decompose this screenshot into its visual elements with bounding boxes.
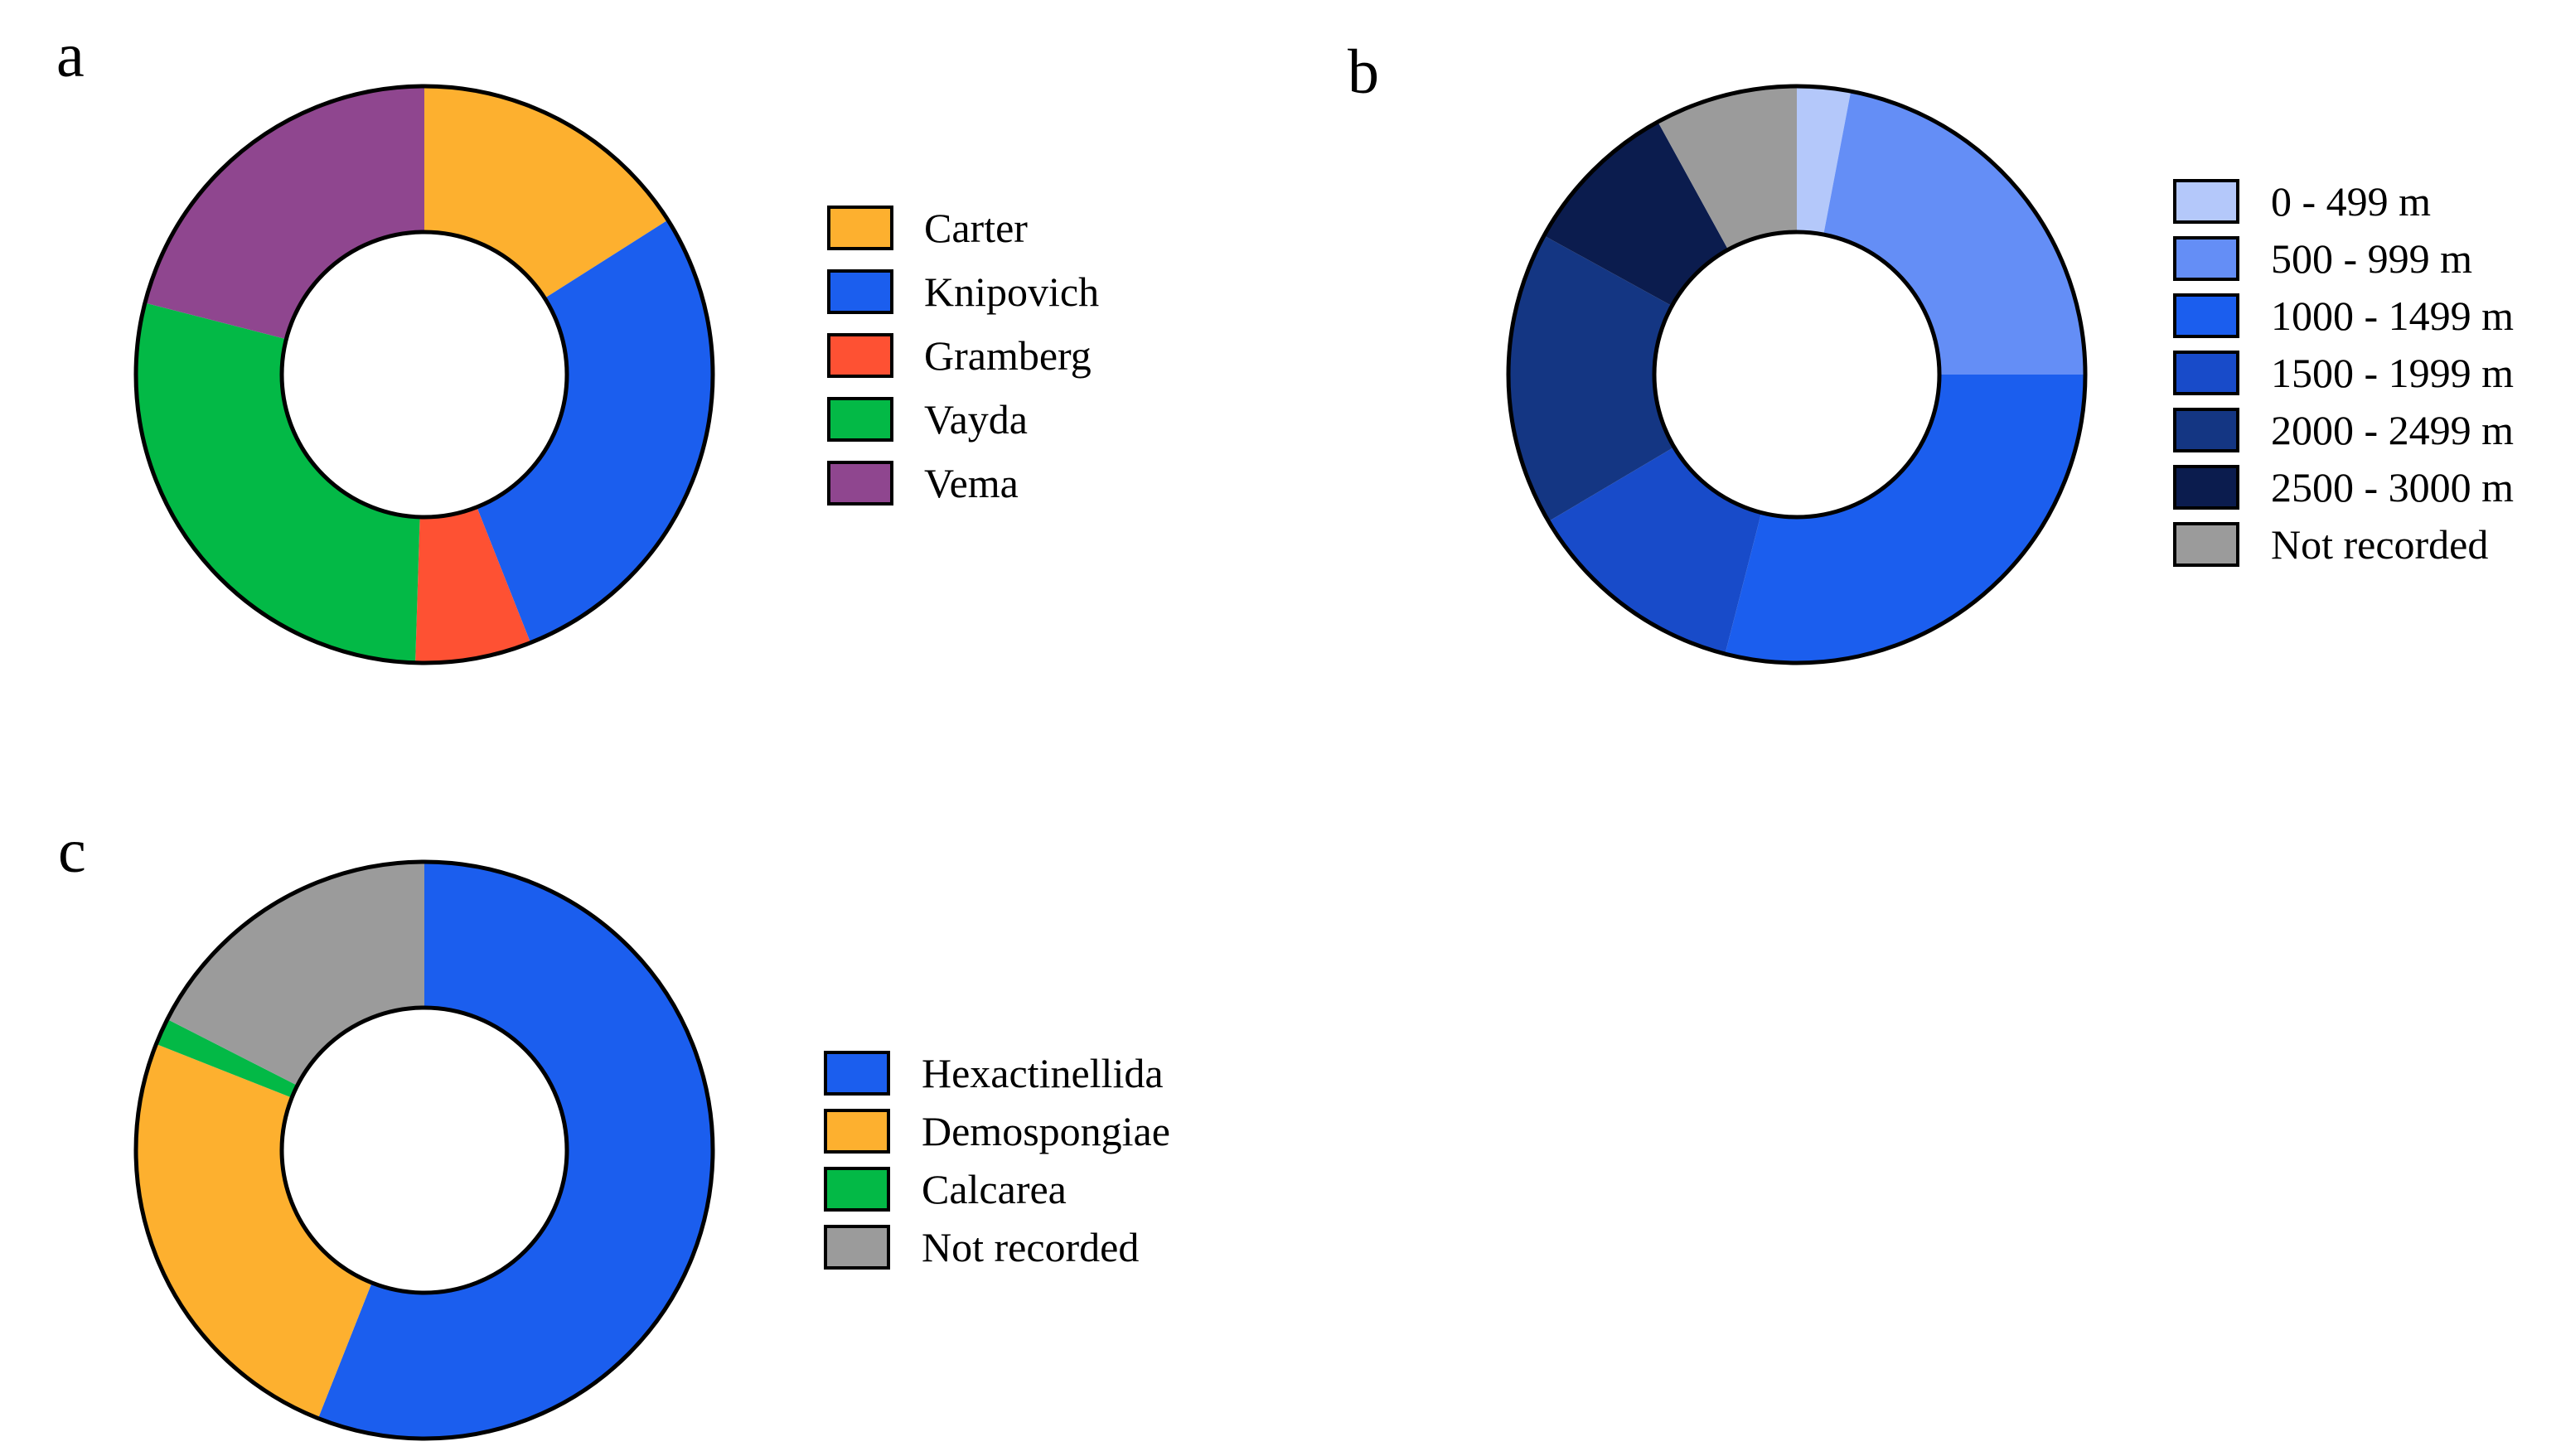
slice-gramberg xyxy=(415,506,531,663)
legend-swatch-knipovich xyxy=(827,269,893,314)
legend-swatch-500-999-m xyxy=(2173,236,2239,281)
legend-label-500-999-m: 500 - 999 m xyxy=(2271,235,2472,282)
donut-hole xyxy=(1652,230,1942,520)
legend-label-2500-3000-m: 2500 - 3000 m xyxy=(2271,464,2514,510)
legend-swatch-2000-2499-m xyxy=(2173,408,2239,452)
legend-swatch-1500-1999-m xyxy=(2173,351,2239,395)
slice-2000-2499-m xyxy=(1508,235,1674,522)
slice-0-499-m xyxy=(1797,86,1852,235)
panel-b: b 0 - 499 m 500 - 999 m 1000 - 1499 m 1500 … xyxy=(1348,37,2514,665)
legend-swatch-carter xyxy=(827,206,893,250)
legend-swatch-hexactinellida xyxy=(824,1051,890,1096)
legend-swatch-calcarea xyxy=(824,1167,890,1212)
legend-swatch-2500-3000-m xyxy=(2173,465,2239,510)
legend-swatch-1000-1499-m xyxy=(2173,293,2239,338)
slice-1000-1499-m xyxy=(1725,375,2085,664)
slice-1500-1999-m xyxy=(1548,447,1762,655)
legend-label-calcarea: Calcarea xyxy=(922,1166,1067,1212)
legend-swatch-not-recorded xyxy=(824,1225,890,1270)
legend-label-hexactinellida: Hexactinellida xyxy=(922,1050,1164,1096)
legend-label-vayda: Vayda xyxy=(924,396,1028,443)
legend-label-2000-2499-m: 2000 - 2499 m xyxy=(2271,407,2514,453)
legend-a: Carter Knipovich Gramberg Vayda Vema xyxy=(827,205,1099,506)
donut-a xyxy=(133,84,715,665)
legend-label-carter: Carter xyxy=(924,205,1028,251)
donut-c xyxy=(133,859,715,1441)
legend-label-not-recorded: Not recorded xyxy=(922,1224,1139,1270)
slice-2500-3000-m xyxy=(1544,122,1729,307)
slice-not-recorded xyxy=(1658,86,1797,250)
slice-vayda xyxy=(136,302,420,663)
legend-swatch-vayda xyxy=(827,397,893,442)
panel-letter-a: a xyxy=(56,21,85,90)
legend-swatch-not-recorded xyxy=(2173,522,2239,567)
panel-letter-c: c xyxy=(58,816,86,886)
donut-hole xyxy=(279,1005,569,1295)
legend-label-demospongiae: Demospongiae xyxy=(922,1108,1170,1154)
slice-500-999-m xyxy=(1823,91,2085,375)
legend-label-gramberg: Gramberg xyxy=(924,332,1092,379)
panel-c: c Hexactinellida Demospongiae Calcarea Not … xyxy=(58,816,1170,1441)
donut-hole xyxy=(279,230,569,520)
legend-label-knipovich: Knipovich xyxy=(924,268,1099,315)
legend-label-0-499-m: 0 - 499 m xyxy=(2271,178,2431,225)
legend-c: Hexactinellida Demospongiae Calcarea Not re… xyxy=(824,1050,1170,1270)
slice-not-recorded xyxy=(167,862,424,1086)
donut-outer-ring xyxy=(1506,84,2088,665)
donut-outer-ring xyxy=(133,84,715,665)
donut-b xyxy=(1506,84,2088,665)
panel-a: a Carter Knipovich Gramberg Vayda Vema xyxy=(56,21,1099,665)
legend-swatch-0-499-m xyxy=(2173,179,2239,224)
panel-letter-b: b xyxy=(1348,37,1379,107)
slice-knipovich xyxy=(477,220,713,643)
legend-label-vema: Vema xyxy=(924,460,1019,506)
donut-outer-ring xyxy=(133,859,715,1441)
legend-swatch-vema xyxy=(827,461,893,505)
legend-b: 0 - 499 m 500 - 999 m 1000 - 1499 m 1500 - … xyxy=(2173,178,2514,568)
slice-calcarea xyxy=(156,1019,298,1098)
slice-vema xyxy=(144,86,425,340)
legend-label-1000-1499-m: 1000 - 1499 m xyxy=(2271,293,2514,339)
legend-label-not-recorded: Not recorded xyxy=(2271,521,2488,568)
legend-swatch-gramberg xyxy=(827,333,893,378)
legend-label-1500-1999-m: 1500 - 1999 m xyxy=(2271,350,2514,396)
legend-swatch-demospongiae xyxy=(824,1109,890,1154)
